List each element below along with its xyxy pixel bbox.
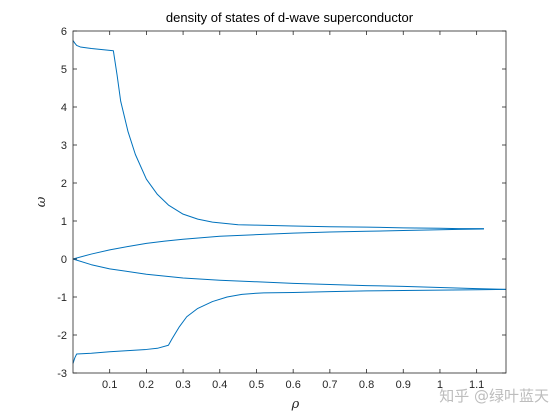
x-tick-label: 0.3 — [175, 379, 190, 391]
watermark-text: 知乎 @绿叶蓝天 — [439, 387, 549, 405]
x-axis-label: ρ — [291, 397, 300, 412]
plot-box — [72, 30, 507, 374]
x-tick-label: 0.7 — [322, 379, 337, 391]
x-tick-label: 1.1 — [469, 379, 484, 391]
y-tick-label: 2 — [61, 178, 67, 190]
y-tick-label: -3 — [57, 368, 67, 380]
x-tick-label: 0.1 — [102, 379, 117, 391]
series-line-2 — [72, 228, 484, 260]
series-layer — [72, 40, 507, 364]
series-line-1 — [72, 40, 484, 230]
x-tick-label: 0.6 — [286, 379, 301, 391]
x-tick-label: 0.2 — [139, 379, 154, 391]
y-tick-label: -2 — [57, 330, 67, 342]
y-tick-label: 5 — [61, 64, 67, 76]
y-tick-label: 0 — [61, 254, 67, 266]
x-tick-label: 0.9 — [396, 379, 411, 391]
x-tick-label: 1 — [437, 379, 443, 391]
series-line-4 — [72, 288, 507, 364]
tick-layer: 0.1 0.2 0.3 0.4 0.5 0.6 0.7 0.8 0.9 1 1.1 -3 -2 -1 0 1 2… — [57, 26, 506, 391]
y-axis-label: ω — [34, 196, 49, 207]
plot-area — [73, 31, 506, 373]
y-tick-label: 3 — [61, 140, 67, 152]
x-tick-label: 0.4 — [212, 379, 227, 391]
y-tick-label: 1 — [61, 216, 67, 228]
y-tick-label: -1 — [57, 292, 67, 304]
x-tick-label: 0.5 — [249, 379, 264, 391]
chart-title: density of states of d-wave superconduct… — [166, 10, 414, 25]
x-tick-label: 0.8 — [359, 379, 374, 391]
y-tick-label: 4 — [61, 102, 67, 114]
series-line-3 — [72, 258, 507, 290]
y-tick-label: 6 — [61, 26, 67, 38]
